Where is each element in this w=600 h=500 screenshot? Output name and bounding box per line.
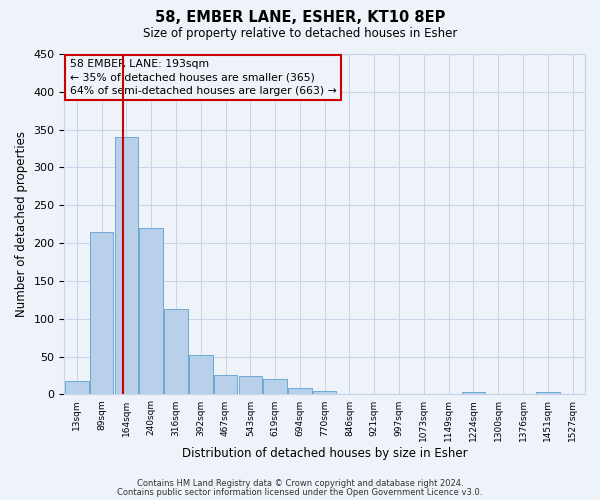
Text: Size of property relative to detached houses in Esher: Size of property relative to detached ho… bbox=[143, 28, 457, 40]
Bar bbox=[164, 309, 188, 394]
Bar bbox=[239, 376, 262, 394]
Bar bbox=[115, 137, 138, 394]
Text: Contains HM Land Registry data © Crown copyright and database right 2024.: Contains HM Land Registry data © Crown c… bbox=[137, 478, 463, 488]
Bar bbox=[313, 390, 337, 394]
Bar bbox=[90, 232, 113, 394]
Y-axis label: Number of detached properties: Number of detached properties bbox=[15, 131, 28, 317]
Bar bbox=[189, 355, 212, 395]
Text: Contains public sector information licensed under the Open Government Licence v3: Contains public sector information licen… bbox=[118, 488, 482, 497]
Bar bbox=[65, 381, 89, 394]
Bar bbox=[461, 392, 485, 394]
Bar bbox=[214, 375, 238, 394]
Text: 58 EMBER LANE: 193sqm
← 35% of detached houses are smaller (365)
64% of semi-det: 58 EMBER LANE: 193sqm ← 35% of detached … bbox=[70, 59, 337, 96]
Bar bbox=[288, 388, 311, 394]
X-axis label: Distribution of detached houses by size in Esher: Distribution of detached houses by size … bbox=[182, 447, 467, 460]
Bar bbox=[139, 228, 163, 394]
Text: 58, EMBER LANE, ESHER, KT10 8EP: 58, EMBER LANE, ESHER, KT10 8EP bbox=[155, 10, 445, 25]
Bar bbox=[263, 380, 287, 394]
Bar bbox=[536, 392, 560, 394]
